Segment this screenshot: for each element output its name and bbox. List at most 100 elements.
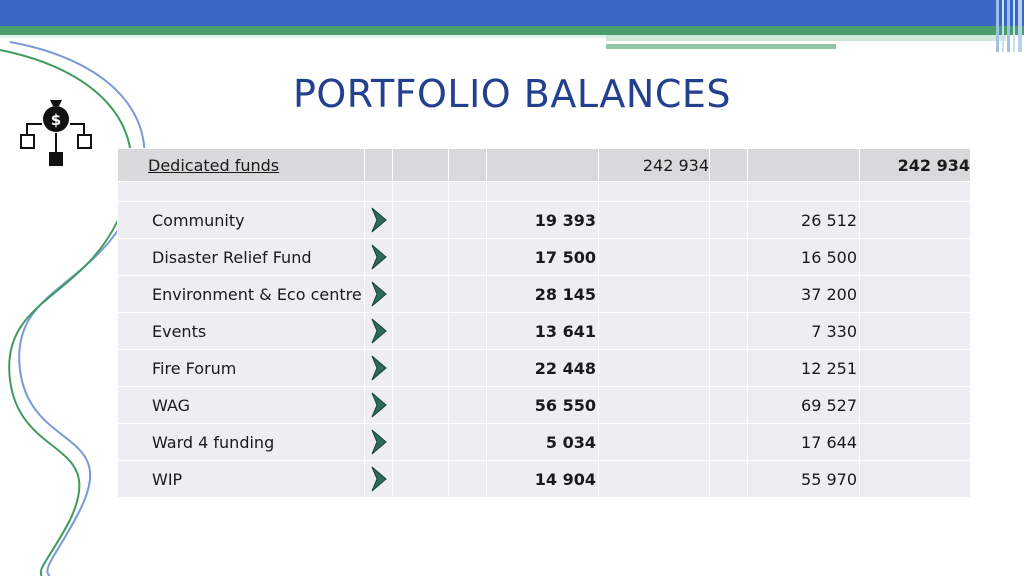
fund-value-a: 14 904 [486,460,599,498]
chevron-right-icon [364,275,393,313]
empty-cell [392,386,449,424]
empty-cell [598,312,710,350]
empty-cell [709,312,748,350]
empty-cell [709,148,748,182]
fund-label: Fire Forum [117,349,365,387]
fund-value-b: 26 512 [747,201,860,239]
empty-cell [448,460,487,498]
fund-value-b: 12 251 [747,349,860,387]
edge-stripes-decoration [996,0,1022,52]
empty-cell [709,275,748,313]
fund-label: Events [117,312,365,350]
empty-cell [747,181,860,202]
fund-value-a: 19 393 [486,201,599,239]
empty-cell [448,349,487,387]
chevron-right-icon [364,312,393,350]
portfolio-balances-table: Dedicated funds 242 934 242 934 Communit… [117,148,971,498]
money-bag-org-chart-icon: $ [20,100,92,166]
chevron-right-icon [364,460,393,498]
empty-cell [448,201,487,239]
header-stripe-mint [606,44,836,49]
empty-cell [859,275,971,313]
chevron-right-icon [364,349,393,387]
table-row: WAG 56 550 69 527 [117,386,971,424]
empty-cell [392,423,449,461]
empty-cell [392,275,449,313]
fund-value-a: 5 034 [486,423,599,461]
table-row: Events 13 641 7 330 [117,312,971,350]
fund-value-a: 56 550 [486,386,599,424]
fund-value-b: 17 644 [747,423,860,461]
empty-cell [448,181,487,202]
empty-cell [598,349,710,387]
empty-cell [392,148,449,182]
table-row: Environment & Eco centre 28 145 37 200 [117,275,971,313]
fund-label: WAG [117,386,365,424]
chevron-right-icon [364,201,393,239]
empty-cell [486,148,599,182]
empty-cell [392,181,449,202]
empty-cell [448,423,487,461]
table-row: WIP 14 904 55 970 [117,460,971,498]
category-header-row: Dedicated funds 242 934 242 934 [117,148,971,182]
empty-cell [392,349,449,387]
fund-value-a: 13 641 [486,312,599,350]
category-title: Dedicated funds [117,148,365,182]
fund-value-b: 37 200 [747,275,860,313]
empty-cell [709,460,748,498]
empty-cell [598,181,710,202]
empty-cell [859,349,971,387]
empty-cell [486,181,599,202]
empty-cell [709,181,748,202]
fund-value-b: 7 330 [747,312,860,350]
table-row: Fire Forum 22 448 12 251 [117,349,971,387]
empty-cell [392,238,449,276]
empty-cell [598,275,710,313]
svg-text:$: $ [51,111,61,129]
empty-cell [859,423,971,461]
empty-cell [448,148,487,182]
header-bar-blue [0,0,1024,26]
fund-value-b: 69 527 [747,386,860,424]
chevron-right-icon [364,238,393,276]
empty-cell [117,181,365,202]
empty-cell [392,312,449,350]
table-row: Community 19 393 26 512 [117,201,971,239]
fund-label: Ward 4 funding [117,423,365,461]
fund-value-a: 17 500 [486,238,599,276]
category-total-b: 242 934 [859,148,971,182]
fund-label: Disaster Relief Fund [117,238,365,276]
fund-value-b: 55 970 [747,460,860,498]
empty-cell [709,201,748,239]
empty-cell [448,275,487,313]
header-stripe-pale [606,35,1006,41]
fund-label: Environment & Eco centre [117,275,365,313]
spacer-row [117,181,971,202]
empty-cell [709,386,748,424]
fund-value-b: 16 500 [747,238,860,276]
empty-cell [392,201,449,239]
empty-cell [598,238,710,276]
empty-cell [448,238,487,276]
fund-label: Community [117,201,365,239]
empty-cell [709,238,748,276]
header-bar-green [0,26,1024,35]
empty-cell [859,460,971,498]
page-title: PORTFOLIO BALANCES [292,72,731,116]
empty-cell [392,460,449,498]
header-stripe-light [0,35,606,38]
empty-cell [747,148,860,182]
empty-cell [598,460,710,498]
empty-cell [859,386,971,424]
empty-cell [598,201,710,239]
decorative-curves [0,41,146,576]
empty-cell [859,181,971,202]
empty-cell [709,423,748,461]
empty-cell [448,386,487,424]
empty-cell [859,312,971,350]
empty-cell [448,312,487,350]
empty-cell [598,423,710,461]
empty-cell [859,201,971,239]
table-row: Disaster Relief Fund 17 500 16 500 [117,238,971,276]
chevron-right-icon [364,386,393,424]
